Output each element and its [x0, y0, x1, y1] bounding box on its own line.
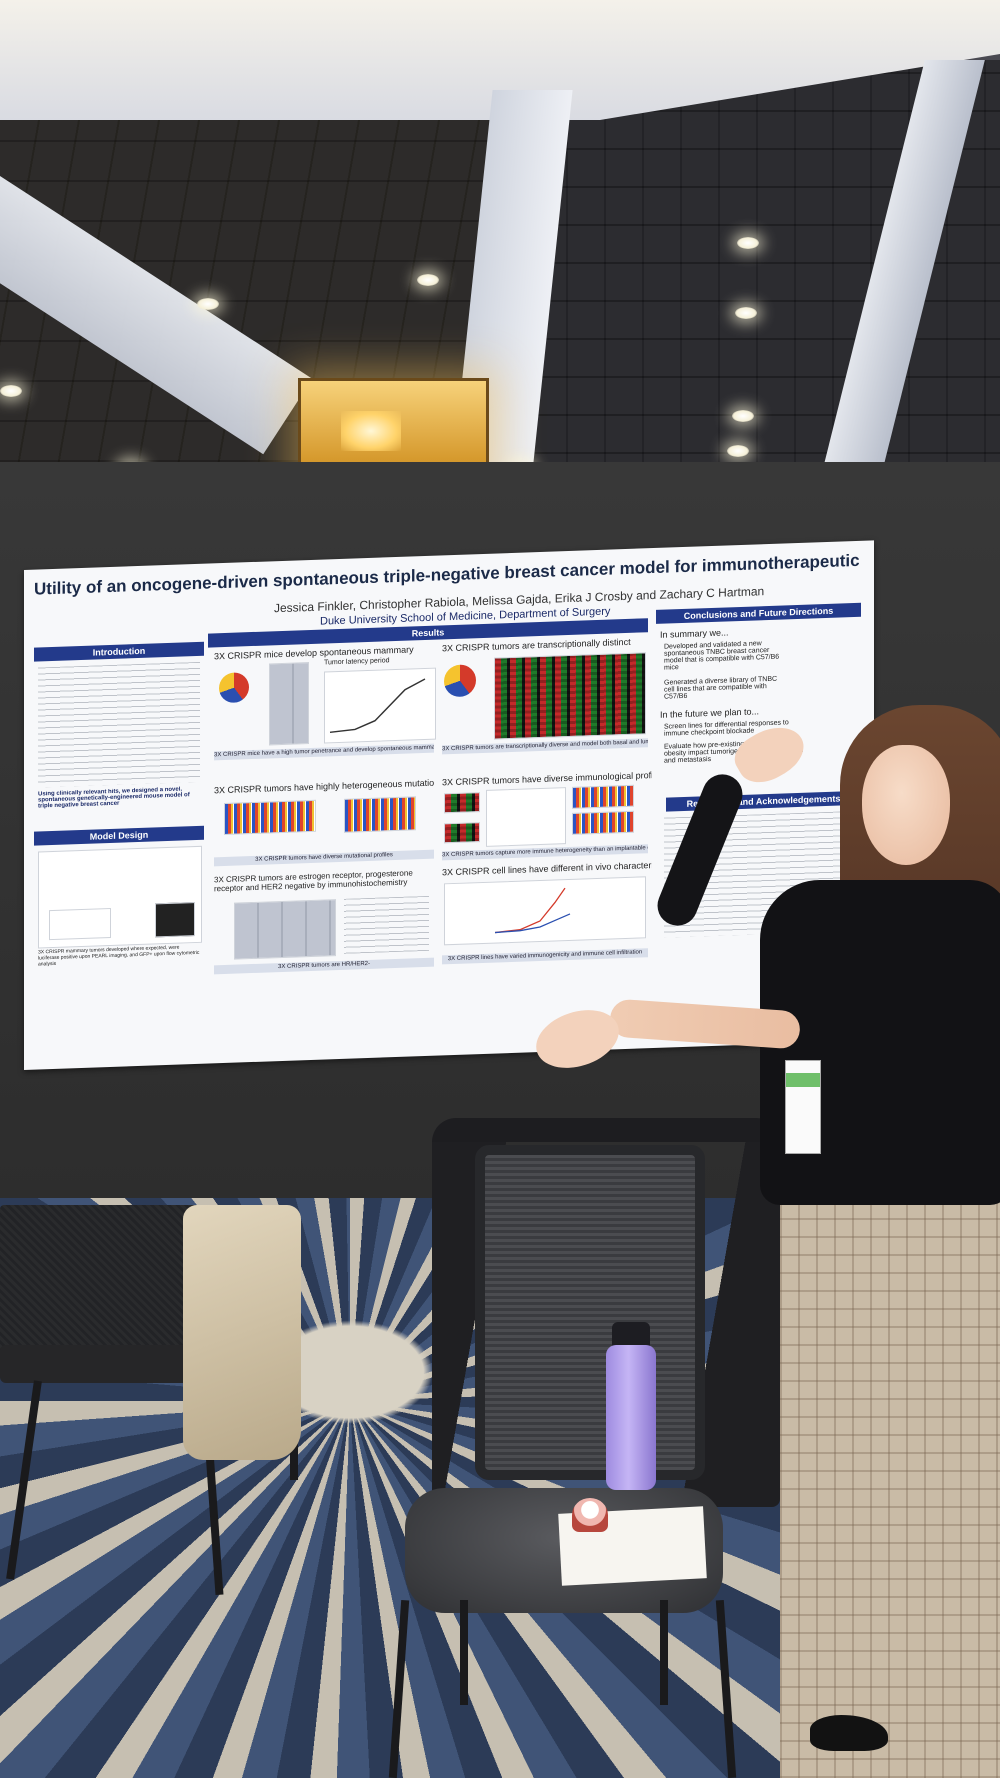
subhead-transcriptional: 3X CRISPR tumors are transcriptionally d… [442, 636, 631, 654]
center-chair-back [475, 1145, 705, 1480]
introduction-highlight: Using clinically relevant hits, we desig… [38, 786, 190, 810]
immune-flow-plots [486, 787, 566, 847]
mutation-barplot [344, 796, 416, 833]
ceiling-light [732, 410, 754, 422]
immune-barplot-b [572, 810, 634, 835]
penetrance-pie [219, 672, 249, 704]
caption-immunological: 3X CRISPR tumors capture more immune het… [442, 844, 648, 861]
presenter-plaid-pants [780, 1165, 1000, 1778]
research-poster: Utility of an oncogene-driven spontaneou… [24, 540, 874, 1070]
water-bottle-cap [612, 1322, 650, 1348]
subhead-invivo: 3X CRISPR cell lines have different in v… [442, 860, 652, 878]
beige-coat [183, 1205, 301, 1460]
caption-invivo: 3X CRISPR lines have varied immunogenici… [442, 948, 648, 965]
growth-curves-svg [494, 887, 571, 934]
conclusions-header: Conclusions and Future Directions [656, 602, 861, 624]
presenter-face [862, 745, 950, 865]
conclusion-bullet-2: Generated a diverse library of TNBC cell… [664, 675, 778, 701]
ihc-grid [234, 899, 336, 960]
caption-receptor: 3X CRISPR tumors are HR/HER2- [214, 957, 434, 975]
immune-heatmap-b [444, 822, 480, 844]
ceiling-light [735, 307, 757, 319]
center-chair-leg [660, 1600, 668, 1705]
caption-spontaneous: 3X CRISPR mice have a high tumor penetra… [214, 743, 434, 761]
presenter-shoe [810, 1715, 888, 1751]
center-chair-leg [460, 1600, 468, 1705]
model-design-header: Model Design [34, 825, 204, 846]
subhead-receptor: 3X CRISPR tumors are estrogen receptor, … [214, 868, 413, 894]
invivo-growth-curves [444, 876, 646, 946]
subhead-mutational: 3X CRISPR tumors have highly heterogeneo… [214, 777, 434, 796]
caption-mutational: 3X CRISPR tumors have diverse mutational… [214, 849, 434, 867]
left-chair-back [0, 1205, 205, 1365]
conference-badge [785, 1060, 821, 1154]
conclusion-bullet-1: Developed and validated a new spontaneou… [664, 640, 780, 672]
ihc-text [344, 895, 429, 954]
flow-plot [49, 907, 111, 941]
latency-curve-svg [329, 678, 426, 734]
badge-stripe [786, 1073, 820, 1087]
purple-water-bottle [606, 1345, 656, 1490]
mutation-heatmap [224, 799, 316, 836]
ceiling [0, 0, 1000, 540]
histology-panel [269, 662, 309, 746]
future-intro: In the future we plan to... [660, 706, 760, 720]
ceiling-light [737, 237, 759, 249]
ceiling-light [0, 385, 22, 397]
presenter-black-cardigan [760, 880, 1000, 1205]
caption-transcriptional: 3X CRISPR tumors are transcriptionally d… [442, 738, 648, 755]
ceiling-light [727, 445, 749, 457]
expression-heatmap [494, 652, 646, 740]
immune-barplot-a [572, 784, 634, 809]
immune-heatmap-a [444, 792, 480, 814]
ceiling-light [417, 274, 439, 286]
cupcake [572, 1498, 608, 1532]
latency-curve [324, 667, 436, 744]
subtype-pie [444, 664, 476, 698]
conclusions-intro: In summary we... [660, 627, 729, 640]
introduction-header: Introduction [34, 641, 204, 662]
ceiling-light [197, 298, 219, 310]
latency-title: Tumor latency period [324, 657, 390, 667]
introduction-text [38, 661, 200, 788]
model-design-figure [38, 845, 202, 949]
imaging-thumbnail [155, 902, 195, 938]
